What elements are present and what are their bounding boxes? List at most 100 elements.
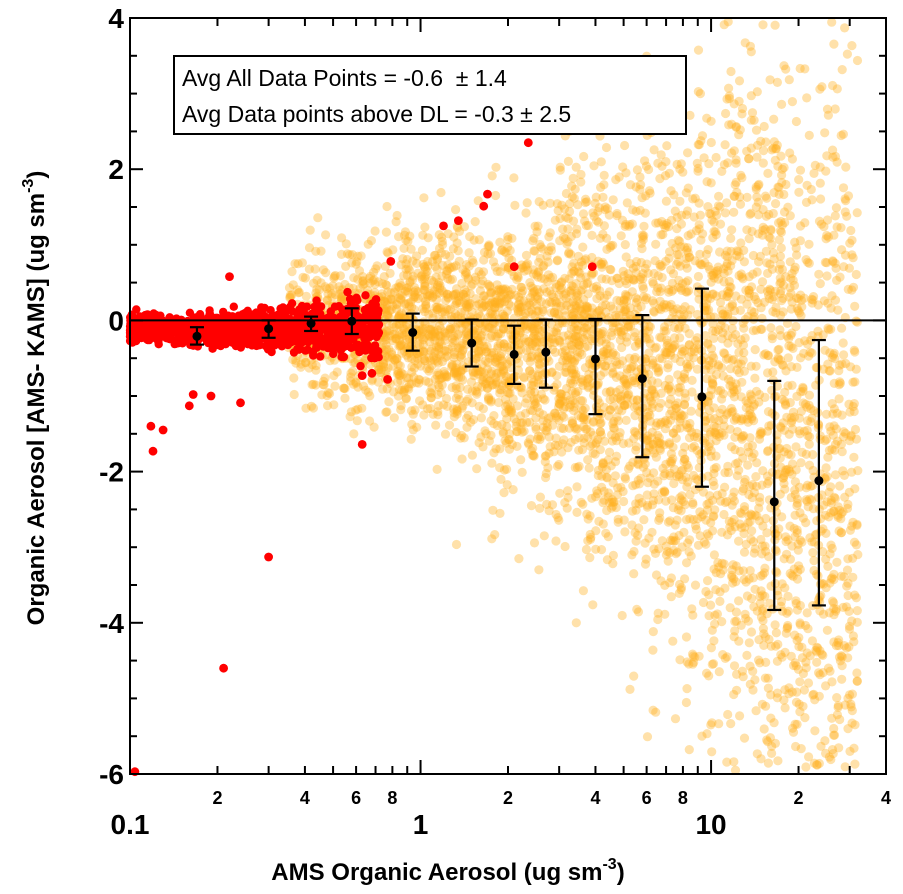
scatter-point — [491, 290, 501, 300]
scatter-point — [530, 326, 540, 336]
scatter-point — [665, 350, 676, 360]
scatter-point — [578, 333, 588, 343]
scatter-point — [743, 616, 754, 626]
scatter-point — [694, 140, 704, 150]
scatter-point — [827, 291, 837, 301]
scatter-point — [655, 444, 665, 454]
scatter-point — [516, 424, 526, 434]
scatter-point — [578, 422, 589, 432]
scatter-point — [653, 158, 663, 168]
scatter-point — [598, 458, 608, 469]
scatter-point — [370, 287, 380, 297]
scatter-point — [586, 532, 596, 543]
scatter-point — [558, 224, 568, 234]
scatter-point — [650, 391, 661, 401]
scatter-point — [737, 272, 747, 282]
scatter-point — [578, 405, 588, 416]
scatter-point — [749, 449, 759, 459]
scatter-point — [636, 473, 646, 483]
scatter-point — [653, 218, 663, 228]
scatter-point — [524, 439, 534, 449]
scatter-point — [562, 503, 572, 513]
scatter-point — [818, 364, 829, 374]
scatter-point — [491, 190, 501, 201]
scatter-point — [810, 160, 820, 170]
scatter-point — [697, 131, 708, 141]
scatter-point — [382, 295, 392, 305]
scatter-point — [593, 470, 603, 481]
scatter-point — [763, 168, 773, 178]
scatter-point — [685, 110, 695, 120]
scatter-point — [671, 433, 681, 443]
scatter-point — [619, 375, 629, 385]
scatter-point — [685, 418, 695, 429]
scatter-point — [574, 340, 585, 350]
scatter-point — [846, 431, 856, 442]
scatter-point — [804, 400, 814, 410]
scatter-point — [742, 414, 752, 424]
scatter-point — [617, 342, 627, 353]
scatter-point — [770, 286, 781, 296]
scatter-point — [828, 350, 839, 360]
scatter-point — [742, 225, 752, 235]
scatter-point — [848, 253, 858, 263]
scatter-point — [821, 166, 831, 176]
scatter-point — [555, 389, 565, 399]
scatter-point — [703, 293, 713, 303]
scatter-point — [787, 570, 797, 580]
scatter-point — [722, 252, 733, 262]
scatter-point — [662, 335, 672, 345]
scatter-point — [837, 323, 847, 333]
scatter-point — [566, 288, 577, 298]
scatter-point — [471, 367, 481, 377]
scatter-point — [559, 232, 569, 242]
scatter-point — [569, 193, 579, 203]
scatter-point — [769, 291, 779, 302]
scatter-point — [706, 312, 716, 322]
scatter-point — [531, 334, 541, 344]
scatter-point — [761, 513, 771, 524]
scatter-point — [692, 158, 702, 168]
scatter-point — [412, 422, 422, 432]
scatter-point — [787, 380, 797, 390]
scatter-point — [634, 499, 644, 509]
scatter-point — [558, 439, 568, 449]
scatter-point — [533, 351, 543, 361]
scatter-point — [476, 332, 486, 342]
scatter-point — [611, 502, 621, 513]
scatter-point — [756, 284, 766, 294]
scatter-point — [389, 287, 400, 297]
scatter-point — [675, 196, 685, 206]
scatter-point — [852, 676, 862, 686]
scatter-point — [849, 406, 859, 417]
scatter-point — [684, 745, 694, 755]
scatter-point — [365, 271, 376, 281]
scatter-point — [668, 285, 678, 295]
scatter-point — [480, 326, 490, 336]
scatter-point — [684, 252, 694, 262]
scatter-point — [782, 622, 793, 632]
scatter-point — [543, 257, 553, 267]
scatter-point — [319, 380, 329, 390]
scatter-point — [736, 392, 746, 402]
scatter-point — [672, 259, 682, 269]
scatter-point — [700, 331, 711, 341]
scatter-point — [718, 650, 728, 660]
scatter-point — [657, 216, 667, 227]
scatter-point — [419, 307, 430, 317]
scatter-point — [506, 301, 516, 311]
scatter-point — [787, 459, 798, 469]
scatter-point — [744, 154, 754, 164]
scatter-point — [340, 383, 350, 394]
scatter-point — [648, 279, 659, 289]
scatter-point — [708, 495, 718, 505]
scatter-point — [543, 277, 553, 287]
scatter-point — [568, 216, 579, 226]
scatter-point — [682, 263, 692, 273]
scatter-point — [673, 282, 684, 292]
scatter-point — [556, 392, 566, 402]
scatter-point — [529, 246, 539, 256]
scatter-point — [822, 230, 832, 241]
scatter-point — [567, 386, 577, 396]
scatter-point — [722, 198, 732, 208]
